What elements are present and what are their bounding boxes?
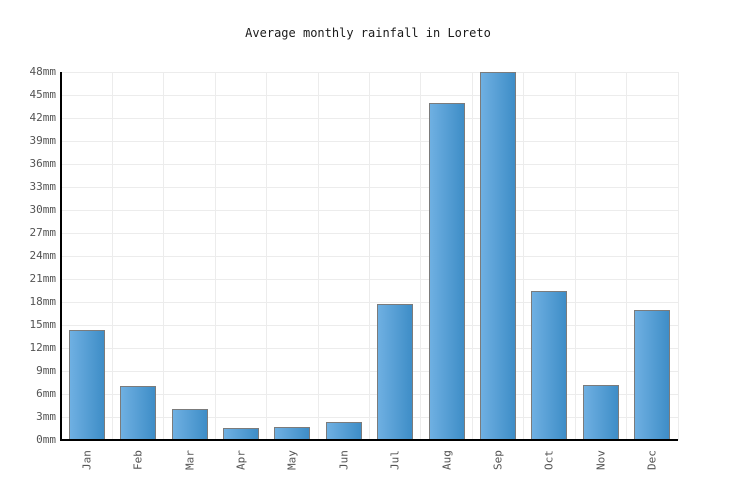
y-tick-label: 3mm xyxy=(36,410,56,423)
x-tick-label: Jun xyxy=(337,450,351,470)
y-tick-label: 24mm xyxy=(29,249,57,262)
x-tick-label: Jan xyxy=(80,450,94,470)
y-tick-label: 39mm xyxy=(29,134,57,147)
y-tick-label: 45mm xyxy=(29,88,57,101)
bar-nov[interactable] xyxy=(582,384,619,440)
y-axis-line xyxy=(60,72,62,440)
x-tick-label: Jul xyxy=(388,450,402,470)
x-axis-line xyxy=(60,439,678,441)
y-tick-label: 42mm xyxy=(29,111,57,124)
x-tick-label: Feb xyxy=(131,450,145,470)
bar-aug[interactable] xyxy=(428,102,465,440)
y-tick-label: 6mm xyxy=(36,387,56,400)
vertical-gridline xyxy=(677,72,679,440)
vertical-gridline xyxy=(317,72,319,440)
y-tick-label: 36mm xyxy=(29,157,57,170)
vertical-gridline xyxy=(523,72,525,440)
x-tick-label: Mar xyxy=(183,450,197,470)
vertical-gridline xyxy=(266,72,268,440)
y-tick-label: 9mm xyxy=(36,364,56,377)
bar-jul[interactable] xyxy=(377,304,414,440)
bar-jan[interactable] xyxy=(68,329,105,440)
vertical-gridline xyxy=(574,72,576,440)
y-tick-label: 27mm xyxy=(29,226,57,239)
bar-jun[interactable] xyxy=(325,422,362,440)
vertical-gridline xyxy=(369,72,370,440)
x-tick-label: Apr xyxy=(234,450,248,470)
vertical-gridline xyxy=(626,72,628,440)
x-tick-label: Sep xyxy=(491,450,505,470)
y-tick-label: 12mm xyxy=(29,341,57,354)
bar-mar[interactable] xyxy=(171,408,208,440)
y-tick-label: 21mm xyxy=(29,272,57,285)
bar-oct[interactable] xyxy=(531,291,568,440)
vertical-gridline xyxy=(214,72,216,440)
chart-title: Average monthly rainfall in Loreto xyxy=(245,26,491,40)
vertical-gridline xyxy=(471,72,473,440)
y-tick-label: 48mm xyxy=(29,65,57,78)
bar-dec[interactable] xyxy=(634,309,671,440)
bar-sep[interactable] xyxy=(480,72,517,440)
y-tick-label: 18mm xyxy=(29,295,57,308)
y-tick-label: 33mm xyxy=(29,180,57,193)
vertical-gridline xyxy=(420,72,422,440)
vertical-gridline xyxy=(163,72,165,440)
y-tick-label: 15mm xyxy=(29,318,57,331)
x-tick-label: Oct xyxy=(542,450,556,470)
x-tick-label: Aug xyxy=(440,450,454,470)
x-tick-label: Nov xyxy=(594,450,608,470)
y-tick-label: 30mm xyxy=(29,203,57,216)
y-tick-label: 0mm xyxy=(36,433,56,446)
x-tick-label: Dec xyxy=(645,450,659,470)
vertical-gridline xyxy=(111,72,113,440)
bar-feb[interactable] xyxy=(120,386,157,440)
x-tick-label: May xyxy=(285,450,299,470)
